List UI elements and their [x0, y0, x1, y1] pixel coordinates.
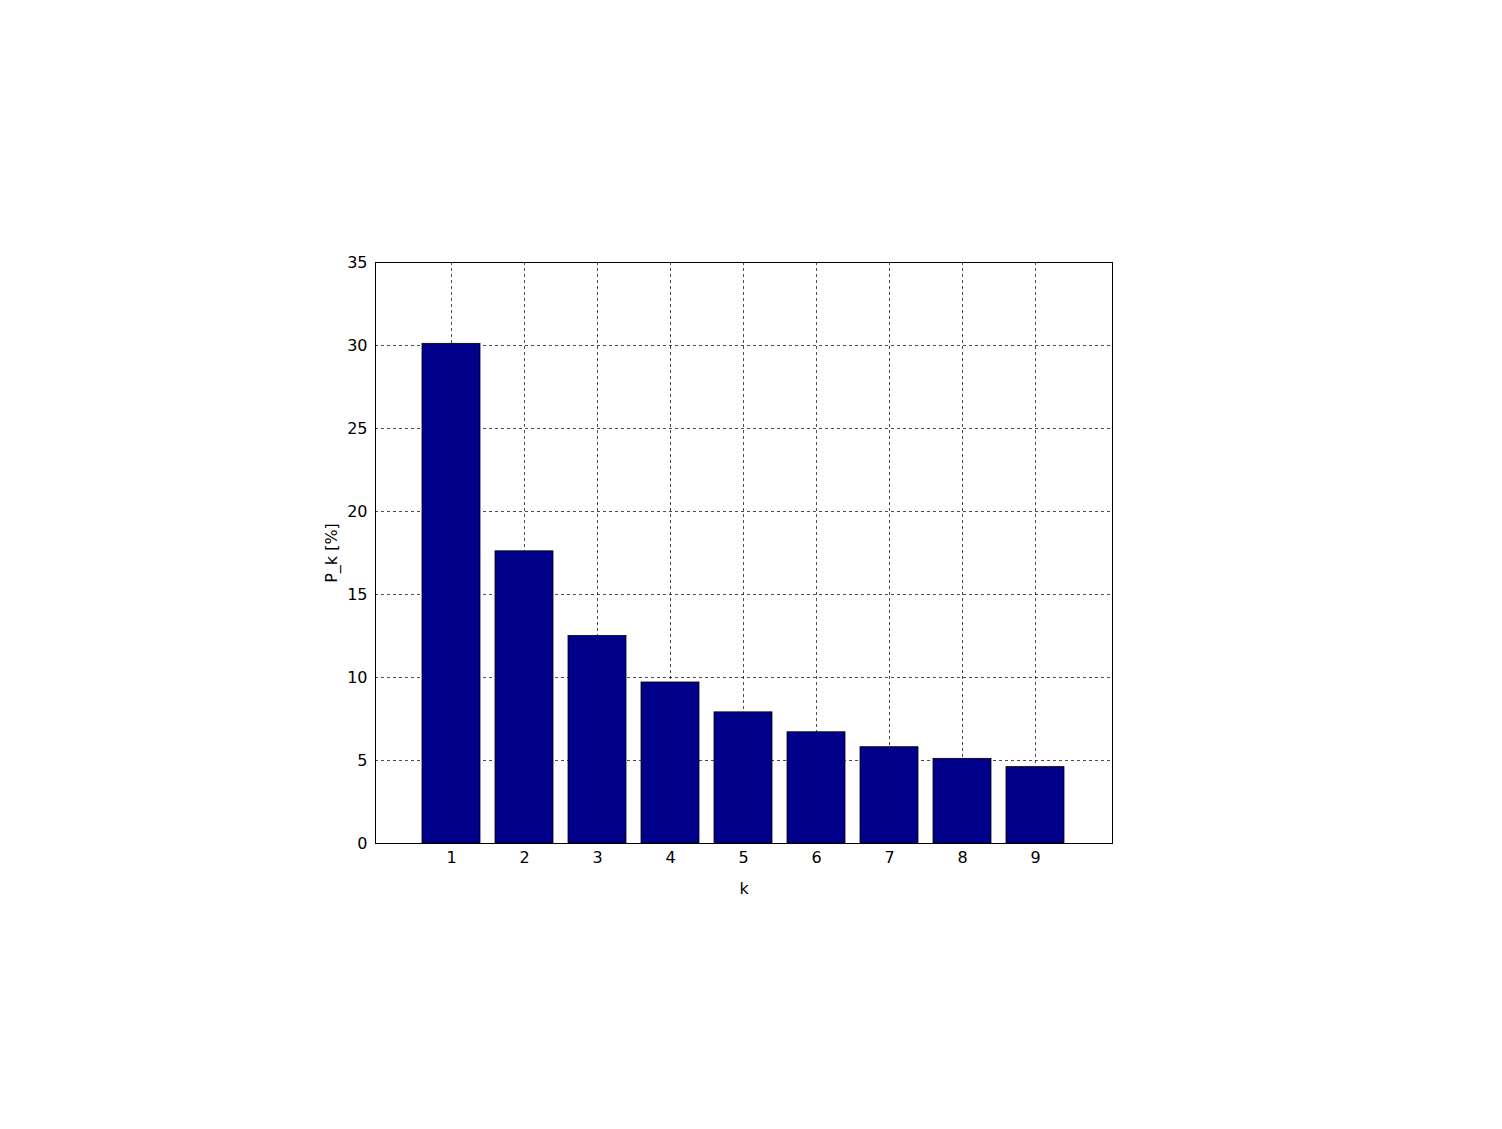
svg-text:30: 30: [347, 336, 367, 355]
svg-text:5: 5: [357, 751, 367, 770]
svg-text:P_k [%]: P_k [%]: [322, 523, 342, 583]
svg-text:10: 10: [347, 668, 367, 687]
svg-text:20: 20: [347, 502, 367, 521]
svg-text:15: 15: [347, 585, 367, 604]
svg-text:0: 0: [357, 834, 367, 853]
svg-text:7: 7: [884, 848, 894, 867]
svg-text:6: 6: [811, 848, 821, 867]
svg-text:2: 2: [519, 848, 529, 867]
svg-text:1: 1: [446, 848, 456, 867]
svg-text:8: 8: [957, 848, 967, 867]
svg-text:3: 3: [592, 848, 602, 867]
svg-text:9: 9: [1030, 848, 1040, 867]
svg-text:25: 25: [347, 419, 367, 438]
svg-text:k: k: [739, 879, 749, 898]
svg-text:5: 5: [738, 848, 748, 867]
svg-text:35: 35: [347, 253, 367, 272]
svg-text:4: 4: [665, 848, 675, 867]
